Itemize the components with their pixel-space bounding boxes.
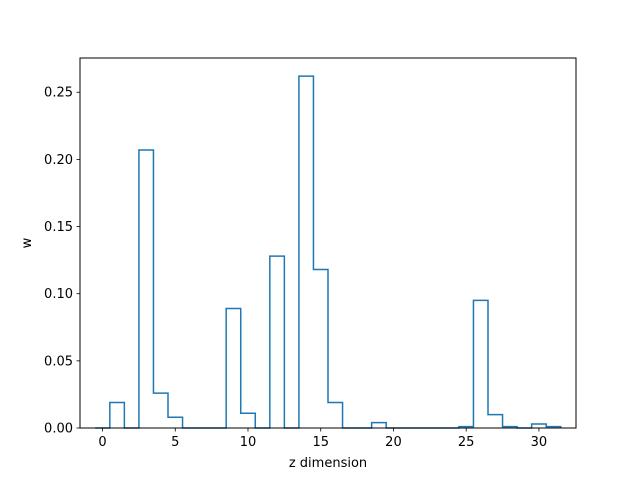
y-tick-label: 0.00 — [44, 422, 73, 437]
y-tick-label: 0.25 — [44, 86, 73, 101]
plot-frame — [79, 57, 577, 429]
y-axis: 0.00 0.05 0.10 0.15 0.20 0.25 — [44, 86, 80, 437]
x-axis-label: z dimension — [289, 456, 367, 471]
x-tick-label: 20 — [385, 435, 402, 450]
x-tick-label: 10 — [240, 435, 257, 450]
x-tick-label: 30 — [531, 435, 548, 450]
y-tick-label: 0.10 — [44, 287, 73, 302]
x-axis: 0 5 10 15 20 25 30 — [98, 428, 547, 450]
x-tick-label: 15 — [312, 435, 329, 450]
y-tick-label: 0.05 — [44, 354, 73, 369]
x-tick-label: 5 — [171, 435, 179, 450]
histogram-step-line — [95, 75, 562, 429]
x-tick-label: 0 — [98, 435, 106, 450]
x-tick-label: 25 — [458, 435, 475, 450]
y-axis-label: w — [20, 237, 35, 248]
y-tick-label: 0.15 — [44, 220, 73, 235]
y-tick-label: 0.20 — [44, 153, 73, 168]
